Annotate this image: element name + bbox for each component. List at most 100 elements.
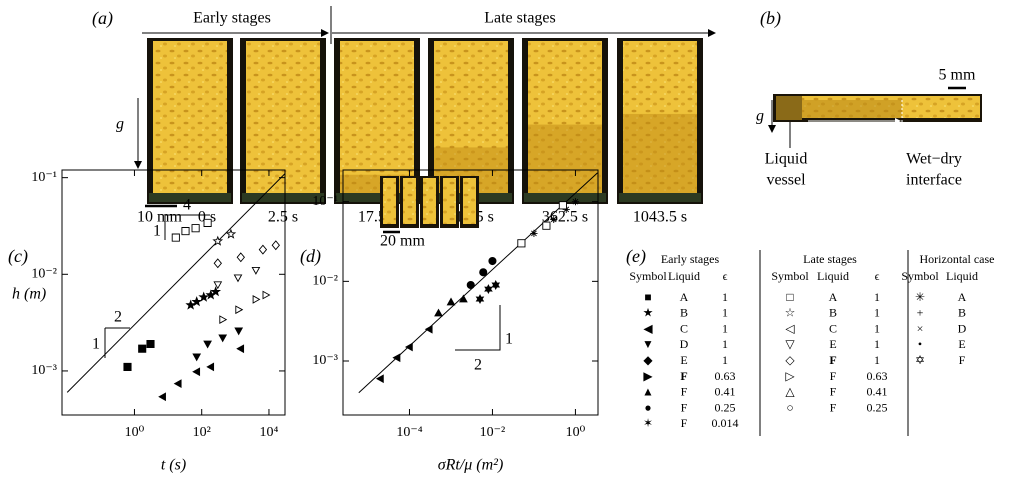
panel-label: (b): [760, 8, 781, 29]
table-cell: C: [680, 321, 688, 335]
data-point: [225, 228, 237, 239]
table-cell: +: [917, 306, 924, 320]
table-cell: 1: [874, 353, 880, 367]
x-tick-label: 10⁻²: [480, 425, 506, 440]
table-cell: F: [959, 353, 966, 367]
data-point: [488, 256, 497, 266]
early-label: Early stages: [193, 10, 271, 27]
x-tick-label: 10⁻⁴: [396, 425, 422, 440]
table-cell: 0.25: [867, 400, 888, 414]
data-point: [191, 224, 200, 233]
gravity: g: [756, 108, 764, 125]
table-cell: ○: [786, 400, 793, 414]
table-cell: E: [680, 353, 687, 367]
data-point: [192, 367, 201, 377]
x-axis-label: t (s): [161, 457, 186, 474]
data-point: [203, 218, 212, 227]
table-cell: ▼: [642, 337, 654, 351]
table-cell: 1: [722, 306, 728, 320]
data-point: [434, 308, 443, 317]
y-tick-label: 10⁻³: [312, 353, 338, 368]
x-tick-label: 10⁰: [566, 425, 586, 440]
data-point: [475, 294, 485, 305]
data-point: [271, 240, 280, 251]
data-point: [158, 392, 166, 402]
group-title: Early stages: [661, 252, 720, 266]
data-point: [236, 344, 245, 354]
wet-region: [802, 100, 902, 118]
table-cell: •: [918, 337, 922, 351]
table-cell: ■: [644, 290, 651, 304]
data-point: [466, 280, 475, 290]
data-point: [479, 268, 488, 277]
vessel-label: vessel: [766, 172, 806, 189]
column-header: ϵ: [723, 269, 728, 283]
table-cell: 0.63: [715, 369, 736, 383]
data-point: [375, 374, 384, 384]
table-cell: ◁: [784, 321, 794, 335]
table-cell: F: [681, 400, 688, 414]
inset-photo: [443, 178, 456, 224]
table-cell: ◇: [785, 353, 795, 367]
group-title: Horizontal case: [920, 252, 995, 266]
data-point: [392, 353, 401, 363]
table-cell: A: [680, 290, 689, 304]
table-cell: ☆: [785, 306, 796, 320]
table-cell: ▲: [642, 385, 654, 399]
data-point: [218, 334, 228, 343]
data-point: [210, 286, 222, 297]
table-cell: ×: [917, 321, 924, 335]
table-cell: 0.41: [715, 385, 736, 399]
table-cell: 1: [722, 337, 728, 351]
data-point: [146, 339, 155, 349]
table-cell: ✶: [643, 416, 653, 430]
data-point: [424, 324, 433, 334]
table-cell: E: [958, 337, 965, 351]
panel-label: (a): [92, 8, 113, 29]
data-point: [213, 281, 223, 290]
table-cell: F: [830, 400, 837, 414]
table-cell: ✡: [915, 353, 925, 367]
y-tick-label: 10⁻²: [31, 267, 57, 282]
time-label: 1043.5 s: [633, 209, 687, 226]
plot-frame: [342, 169, 599, 416]
x-tick-label: 10⁰: [125, 425, 145, 440]
table-cell: 0.41: [867, 385, 888, 399]
x-tick-label: 10²: [193, 425, 211, 440]
vessel: [149, 193, 231, 202]
table-cell: ▶: [643, 369, 653, 383]
data-point: [558, 201, 567, 210]
inset-photo: [463, 178, 476, 224]
vessel: [336, 193, 418, 202]
data-point: [252, 295, 261, 304]
late-label: Late stages: [484, 10, 556, 27]
table-cell: E: [829, 337, 836, 351]
data-point: [517, 239, 526, 248]
table-cell: D: [958, 321, 967, 335]
data-point: [491, 279, 501, 291]
data-point: [212, 235, 224, 246]
slope-label: 2: [474, 357, 482, 374]
inset-photo: [403, 178, 416, 224]
table-cell: F: [830, 385, 837, 399]
data-point: [171, 233, 180, 242]
data-point: [219, 315, 228, 324]
table-cell: F: [680, 369, 687, 383]
panel-label: (e): [626, 246, 646, 267]
data-point: [571, 198, 580, 206]
data-point: [459, 294, 468, 303]
slope-label: 2: [114, 309, 122, 326]
column-header: Liquid: [946, 269, 978, 283]
photo: [340, 41, 414, 193]
photo: [153, 41, 227, 193]
data-point: [562, 205, 570, 214]
slope-label: 1: [92, 336, 100, 353]
scale-label: 5 mm: [939, 67, 976, 84]
x-tick-label: 10⁴: [260, 425, 279, 440]
table-cell: ▷: [785, 369, 795, 383]
gravity: g: [116, 116, 124, 133]
data-point: [236, 252, 245, 263]
slope-triangle: [164, 214, 210, 240]
